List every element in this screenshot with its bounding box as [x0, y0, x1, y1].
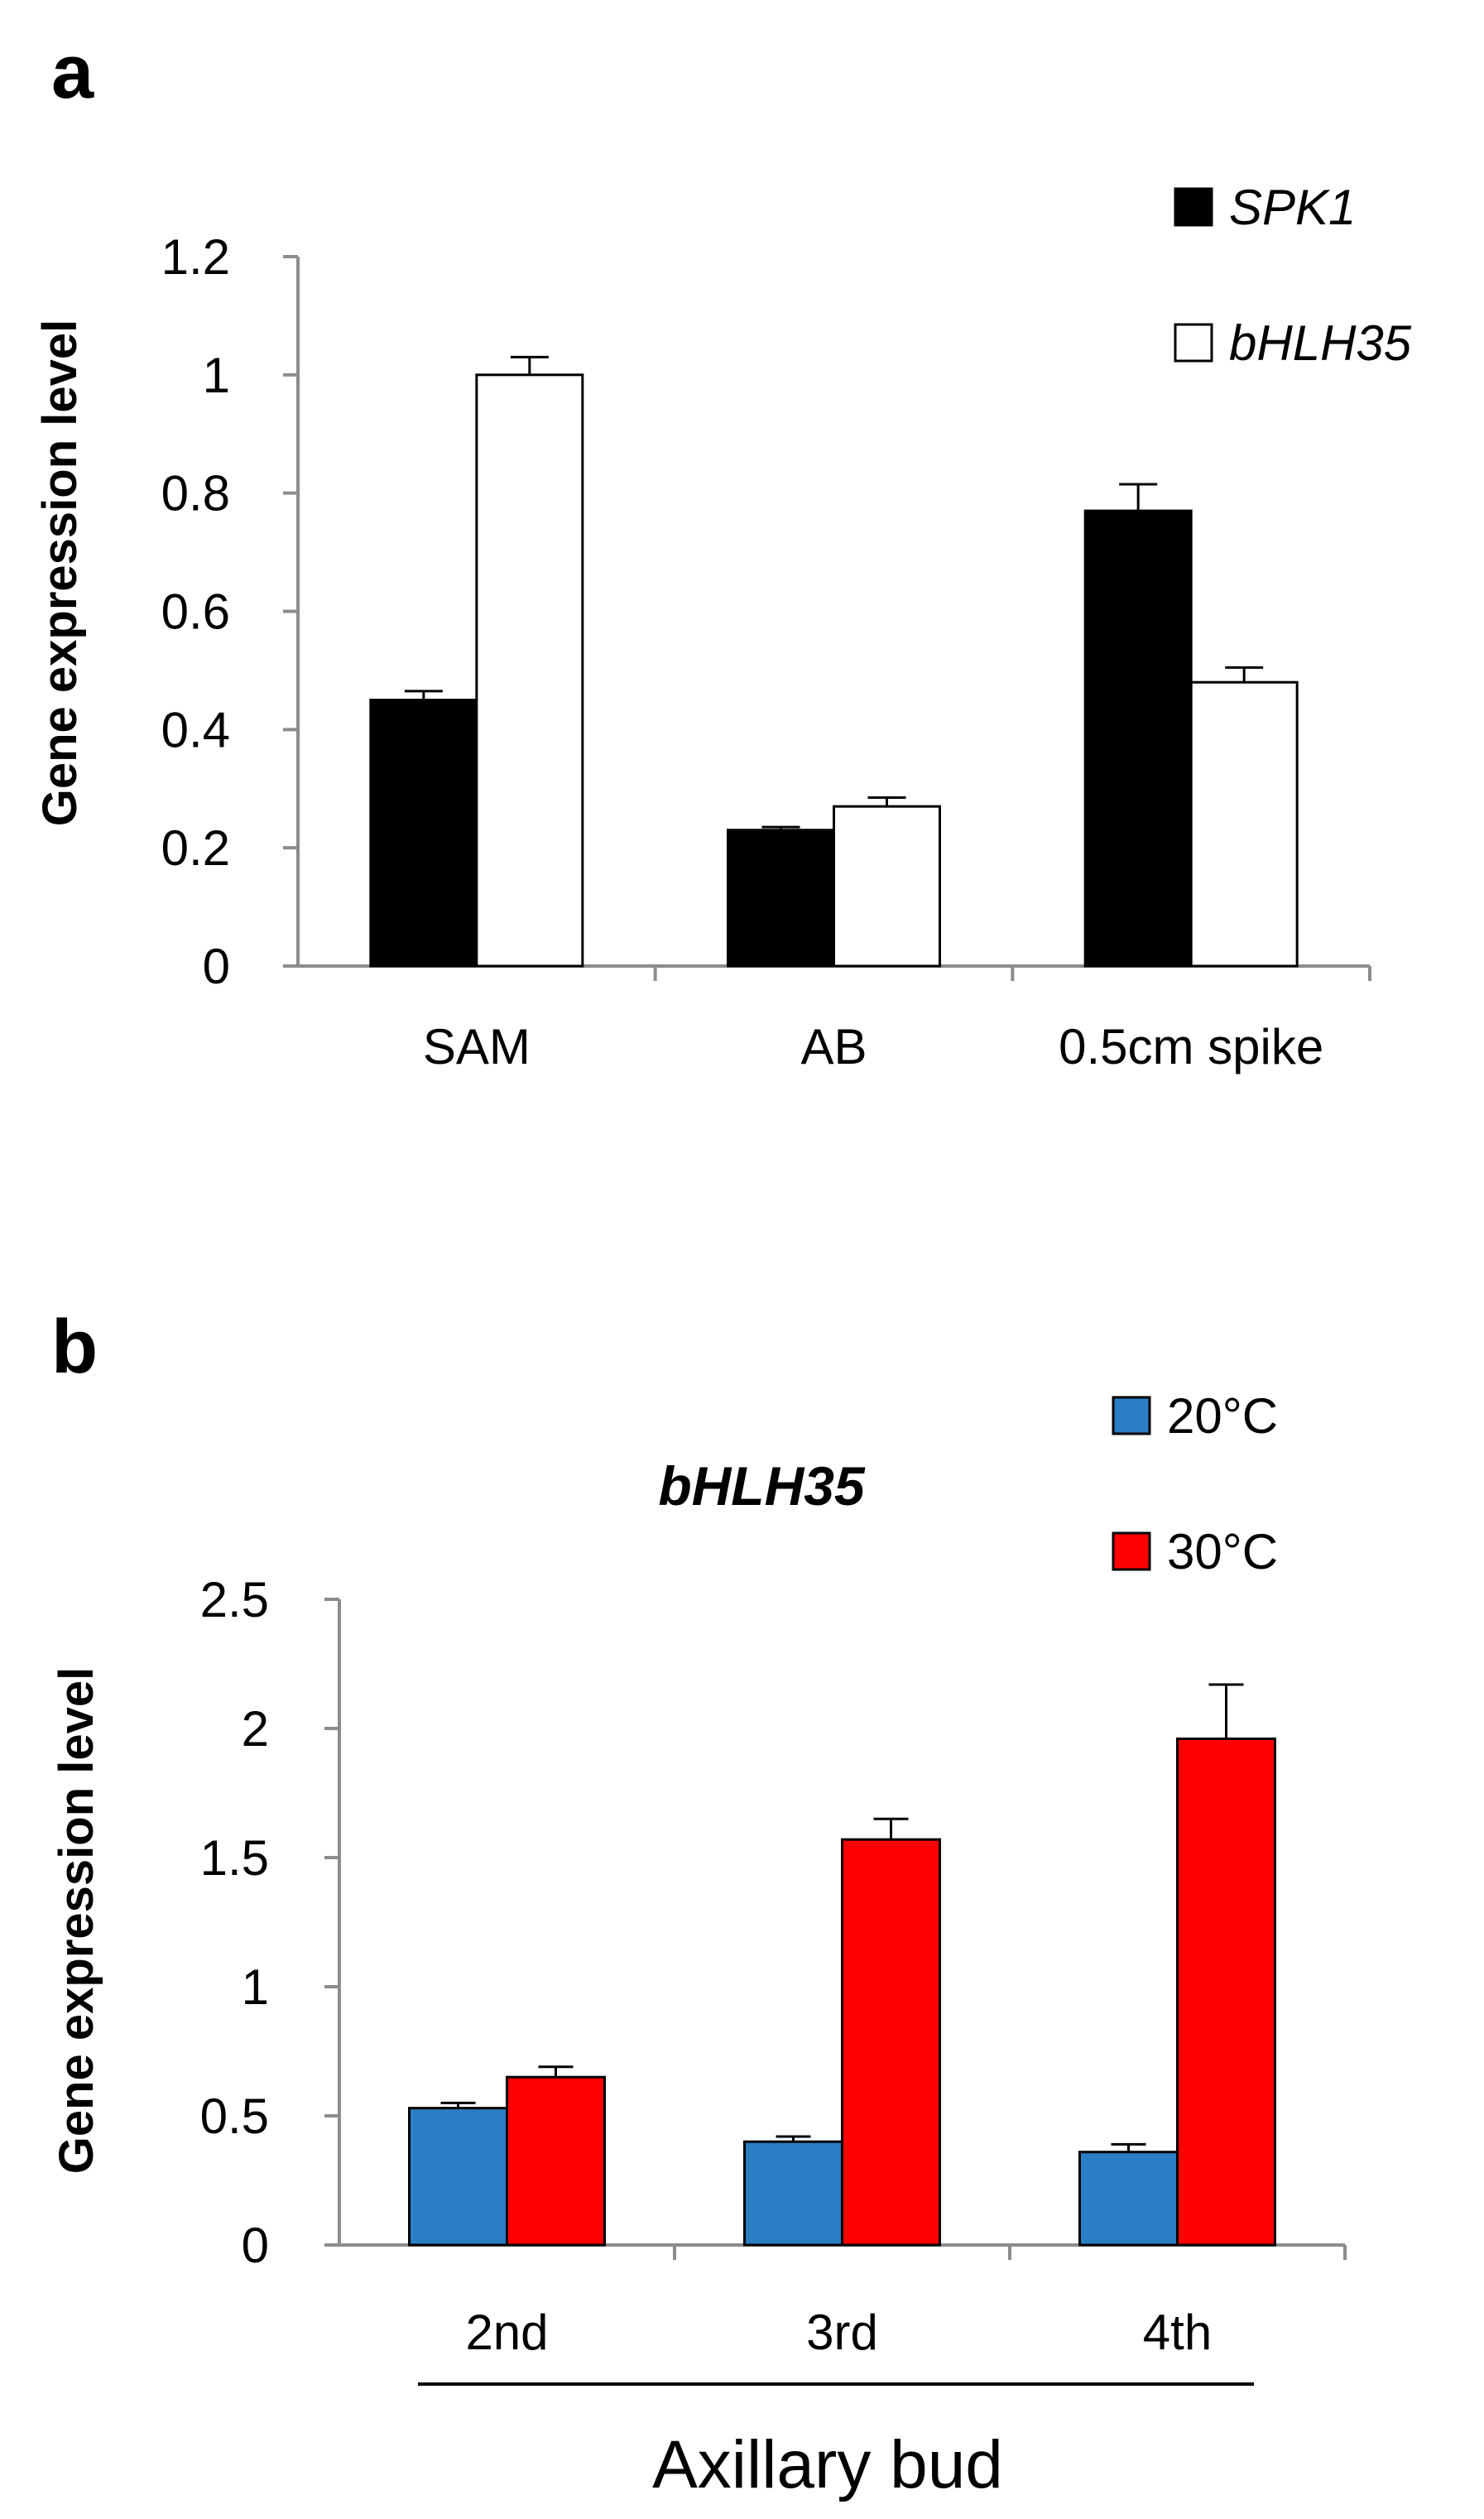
- chart-b-error-bar: [538, 2065, 574, 2078]
- chart-b-error-bar: [873, 1817, 909, 1840]
- chart-a: Gene expression level 0 0.2 0.4 0.6 0.8 1 1.2 S…: [33, 180, 1412, 1074]
- chart-b-y-tick-label: 0.5: [200, 2089, 269, 2144]
- chart-b-bar: [841, 1838, 941, 2247]
- chart-a-bar: [1083, 509, 1193, 968]
- chart-b-error-bar: [1111, 2142, 1146, 2152]
- chart-a-error-bar: [1119, 483, 1158, 512]
- chart-a-legend: SPK1 bHLH35: [1174, 180, 1412, 371]
- chart-a-y-tick-label: 1: [203, 348, 230, 403]
- chart-a-legend-label: SPK1: [1229, 180, 1356, 235]
- chart-b-y-tick-label: 2.5: [200, 1572, 269, 1627]
- chart-a-y-tick-label: 0.6: [161, 584, 230, 640]
- chart-a-bar: [1189, 680, 1299, 968]
- chart-a-category-label: AB: [800, 1019, 867, 1074]
- chart-a-error-bar: [404, 690, 443, 700]
- chart-a-category-label: SAM: [423, 1019, 531, 1074]
- chart-b-error-bar: [1208, 1683, 1244, 1739]
- chart-b-bars: [408, 1683, 1276, 2247]
- chart-b-x-axis-label: Axillary bud: [652, 2427, 1003, 2502]
- chart-a-error-bar: [1225, 666, 1264, 683]
- chart-b: bHLH35 Gene expression level 0 0.5 1 1.5 2 2.…: [50, 1388, 1347, 2502]
- chart-b-category-label: 4th: [1143, 2305, 1212, 2360]
- chart-a-error-bar: [761, 825, 800, 830]
- chart-b-legend-label: 20°C: [1167, 1388, 1278, 1444]
- chart-a-y-tick-label: 1.2: [161, 229, 230, 285]
- chart-a-y-tick-label: 0.2: [161, 820, 230, 876]
- chart-a-legend-swatch: [1174, 187, 1213, 227]
- chart-b-bar: [1078, 2151, 1179, 2247]
- chart-b-title: bHLH35: [658, 1455, 866, 1517]
- chart-a-error-bar: [510, 355, 549, 375]
- chart-a-error-bar: [867, 796, 906, 807]
- chart-b-bar: [743, 2140, 843, 2247]
- chart-b-y-tick-label: 1.5: [200, 1830, 269, 1886]
- chart-a-bar: [727, 829, 835, 968]
- chart-b-bar: [1176, 1737, 1276, 2247]
- chart-b-y-tick-label: 0: [242, 2218, 269, 2273]
- chart-a-bar: [833, 805, 941, 968]
- panel-letter-b: b: [51, 1305, 98, 1389]
- chart-a-y-tick-label: 0.4: [161, 702, 230, 757]
- chart-b-bar: [506, 2075, 606, 2247]
- chart-b-y-tick-label: 1: [242, 1959, 269, 2015]
- chart-b-category-label: 3rd: [806, 2305, 878, 2360]
- chart-a-y-axis-label: Gene expression level: [33, 320, 87, 827]
- chart-a-y-tick-label: 0.8: [161, 466, 230, 522]
- chart-b-legend-swatch: [1112, 1396, 1151, 1435]
- chart-a-bar: [475, 373, 584, 968]
- chart-b-legend-label: 30°C: [1167, 1524, 1278, 1579]
- chart-b-y-axis-label: Gene expression level: [50, 1667, 103, 2175]
- panel-letter-a: a: [51, 30, 94, 114]
- chart-b-error-bar: [440, 2101, 476, 2108]
- chart-a-bar: [369, 699, 478, 968]
- chart-a-legend-label: bHLH35: [1229, 315, 1412, 371]
- chart-a-axes: 0 0.2 0.4 0.6 0.8 1 1.2 SAM AB 0.5cm spike: [161, 229, 1371, 1074]
- chart-a-bars: [369, 355, 1299, 968]
- chart-b-category-label: 2nd: [465, 2305, 548, 2360]
- chart-b-error-bar: [776, 2135, 811, 2142]
- chart-a-legend-swatch: [1174, 323, 1213, 363]
- chart-b-legend-swatch: [1112, 1531, 1151, 1571]
- chart-b-legend: 20°C 30°C: [1112, 1388, 1278, 1579]
- chart-a-y-tick-label: 0: [203, 939, 230, 994]
- chart-b-bar: [408, 2107, 508, 2247]
- chart-a-category-label: 0.5cm spike: [1059, 1019, 1323, 1074]
- chart-b-y-tick-label: 2: [242, 1701, 269, 1757]
